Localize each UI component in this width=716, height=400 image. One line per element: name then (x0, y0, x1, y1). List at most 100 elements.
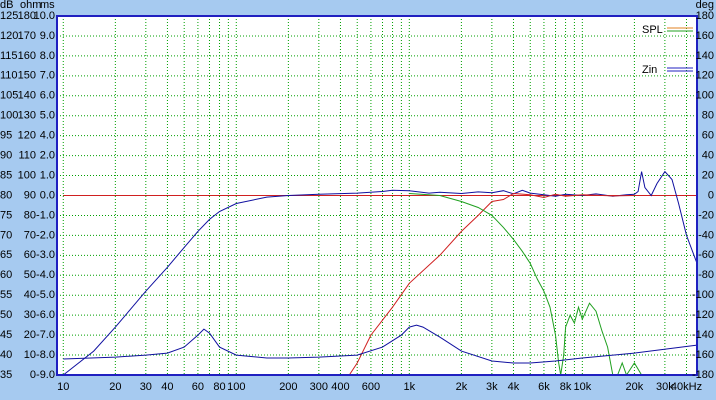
deg-tick-label: -60 (698, 249, 714, 261)
ms-tick-label: -1.0 (36, 209, 55, 221)
deg-tick-label: -180 (692, 369, 714, 381)
ohm-tick-label: 30 (24, 309, 36, 321)
deg-tick-label: -40 (698, 229, 714, 241)
ms-tick-label: 2.0 (40, 150, 55, 162)
deg-tick-label: 0 (708, 189, 714, 201)
ms-unit: ms (40, 0, 55, 11)
deg-tick-label: 120 (696, 70, 714, 82)
deg-tick-label: 160 (696, 30, 714, 42)
db-tick-label: 115 (0, 50, 18, 62)
deg-tick-label: -20 (698, 209, 714, 221)
x-tick-label: 20k (626, 381, 644, 393)
x-tick-label: 300 (310, 381, 328, 393)
ohm-tick-label: 110 (18, 150, 36, 162)
db-tick-label: 80 (0, 189, 12, 201)
ms-tick-label: 0.0 (40, 189, 55, 201)
x-tick-label: 100 (227, 381, 245, 393)
db-tick-label: 125 (0, 10, 18, 22)
plot-border (56, 15, 698, 376)
ms-tick-label: -7.0 (36, 329, 55, 341)
ms-tick-label: -5.0 (36, 289, 55, 301)
db-tick-label: 75 (0, 209, 12, 221)
ms-tick-label: 6.0 (40, 90, 55, 102)
deg-tick-label: -160 (692, 349, 714, 361)
db-tick-label: 35 (0, 369, 12, 381)
deg-tick-label: 100 (696, 90, 714, 102)
x-tick-label: 10k (573, 381, 591, 393)
db-tick-label: 100 (0, 110, 18, 122)
legend-label: SPL (642, 24, 663, 36)
db-tick-label: 60 (0, 269, 12, 281)
deg-tick-label: 80 (702, 110, 714, 122)
x-tick-label: 40 (161, 381, 173, 393)
ohm-tick-label: 80 (24, 209, 36, 221)
ms-tick-label: 9.0 (40, 30, 55, 42)
response-curve (348, 192, 635, 376)
db-tick-label: 45 (0, 329, 12, 341)
ohm-tick-label: 170 (18, 30, 36, 42)
deg-tick-label: 40 (702, 150, 714, 162)
ms-tick-label: -9.0 (36, 369, 55, 381)
ms-tick-label: 7.0 (40, 70, 55, 82)
x-tick-label: 4k (508, 381, 520, 393)
db-tick-label: 50 (0, 309, 12, 321)
ohm-unit: ohm (20, 0, 41, 11)
ms-tick-label: 4.0 (40, 130, 55, 142)
ohm-tick-label: 150 (18, 70, 36, 82)
ohm-tick-label: 100 (18, 169, 36, 181)
x-tick-label: 30k (656, 381, 674, 393)
ohm-tick-label: 10 (24, 349, 36, 361)
ohm-tick-label: 60 (24, 249, 36, 261)
deg-tick-label: -120 (692, 309, 714, 321)
ms-tick-label: 1.0 (40, 169, 55, 181)
deg-unit: deg (696, 0, 714, 11)
ms-tick-label: -2.0 (36, 229, 55, 241)
deg-tick-label: 140 (696, 50, 714, 62)
db-tick-label: 90 (0, 150, 12, 162)
x-tick-label: 200 (279, 381, 297, 393)
db-tick-label: 110 (0, 70, 18, 82)
ohm-tick-label: 120 (18, 130, 36, 142)
x-tick-label: 8k (560, 381, 572, 393)
x-tick-label: 6k (538, 381, 550, 393)
x-tick-label: 600 (362, 381, 380, 393)
ms-tick-label: 5.0 (40, 110, 55, 122)
x-tick-label: 80 (213, 381, 225, 393)
ms-tick-label: -6.0 (36, 309, 55, 321)
db-tick-label: 70 (0, 229, 12, 241)
ohm-tick-label: 130 (18, 110, 36, 122)
ms-tick-label: -4.0 (36, 269, 55, 281)
db-tick-label: 120 (0, 30, 18, 42)
legend-label: Zin (642, 64, 657, 76)
deg-tick-label: -140 (692, 329, 714, 341)
x-tick-label: 60 (192, 381, 204, 393)
x-tick-label: 20 (109, 381, 121, 393)
ohm-tick-label: 0 (30, 369, 36, 381)
x-tick-label: 2k (456, 381, 468, 393)
db-tick-label: 65 (0, 249, 12, 261)
ohm-tick-label: 40 (24, 289, 36, 301)
ms-tick-label: 10.0 (34, 10, 55, 22)
db-tick-label: 40 (0, 349, 12, 361)
ohm-tick-label: 160 (18, 50, 36, 62)
ohm-tick-label: 90 (24, 189, 36, 201)
response-curve (62, 170, 698, 376)
ms-tick-label: -3.0 (36, 249, 55, 261)
deg-tick-label: -80 (698, 269, 714, 281)
db-tick-label: 95 (0, 130, 12, 142)
ms-tick-label: -8.0 (36, 349, 55, 361)
db-unit: dB (0, 0, 13, 11)
ohm-tick-label: 180 (18, 10, 36, 22)
x-tick-label: 3k (486, 381, 498, 393)
ms-tick-label: 8.0 (40, 50, 55, 62)
x-tick-label: 400 (331, 381, 349, 393)
db-tick-label: 55 (0, 289, 12, 301)
response-curve (63, 324, 698, 364)
x-tick-label: 10 (57, 381, 69, 393)
x-tick-label: 40kHz (671, 381, 702, 393)
ohm-tick-label: 70 (24, 229, 36, 241)
deg-tick-label: -100 (692, 289, 714, 301)
x-tick-label: 1k (403, 381, 415, 393)
db-tick-label: 105 (0, 90, 18, 102)
